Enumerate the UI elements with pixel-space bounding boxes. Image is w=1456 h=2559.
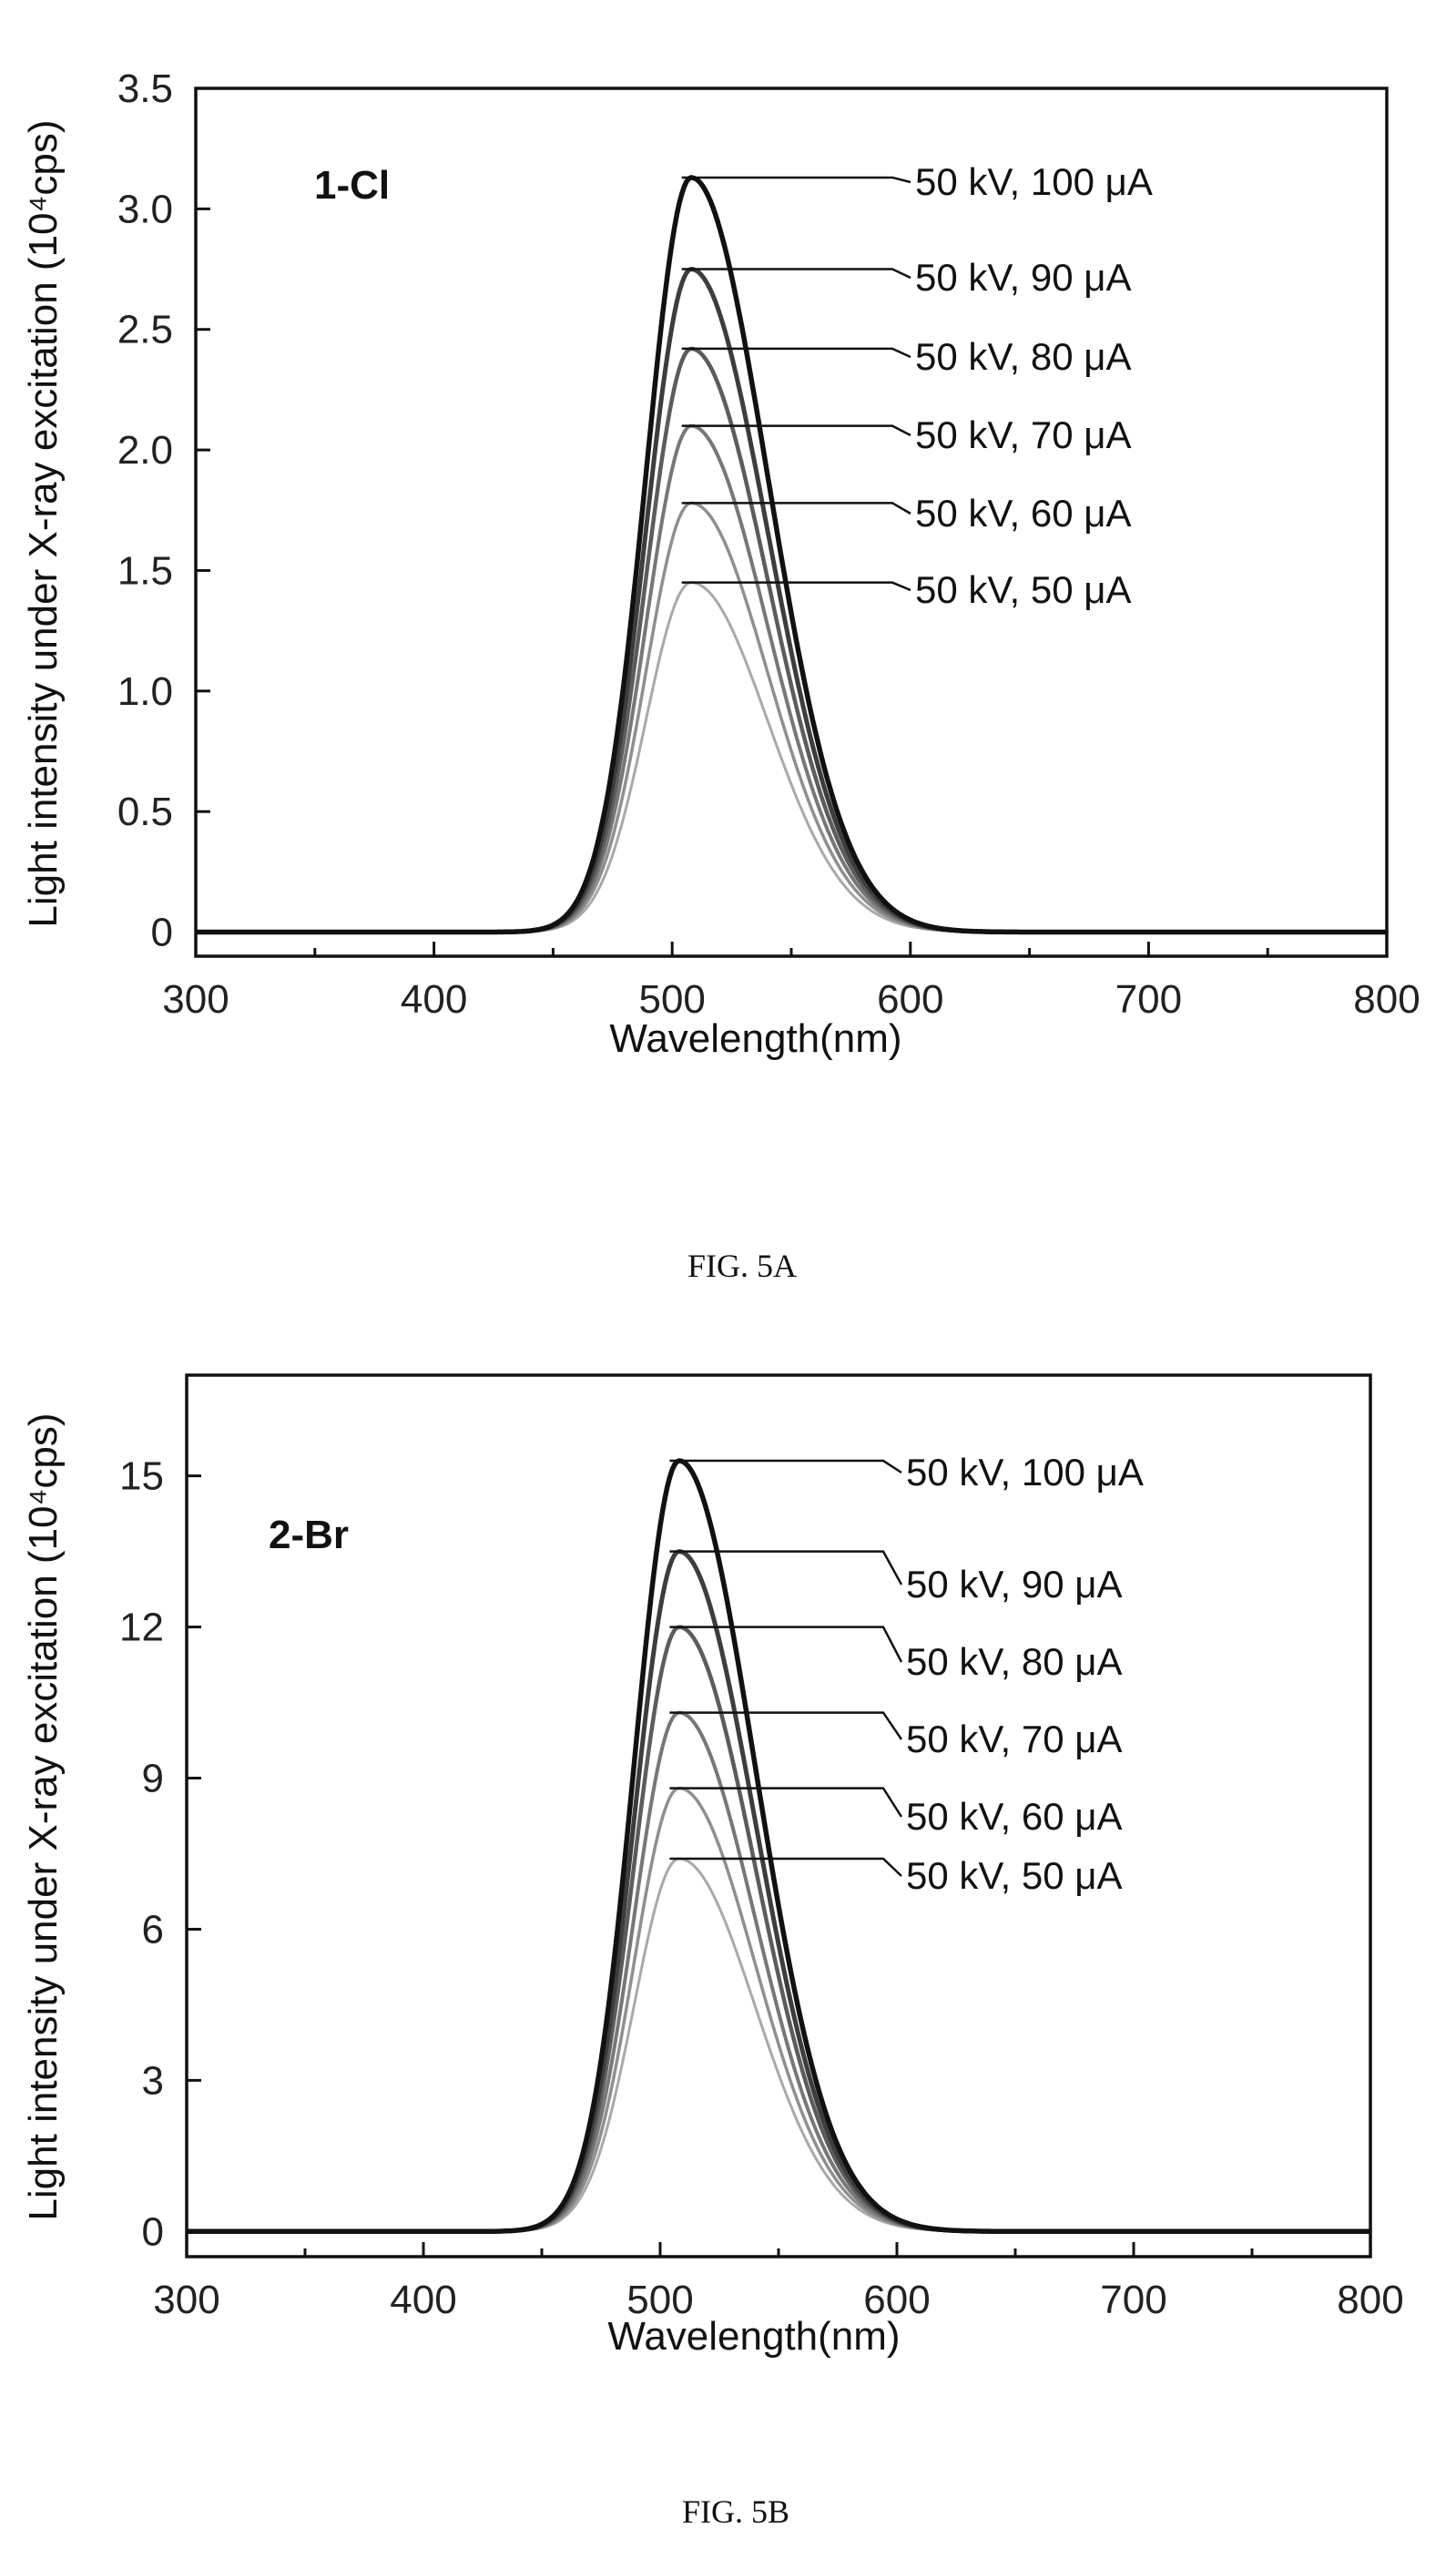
chart-5b-leader-line xyxy=(669,1787,903,1818)
chart-5b-leader-line xyxy=(669,1711,903,1740)
chart-5a-leader-line xyxy=(681,502,911,515)
chart-5a-x-tick-label: 800 xyxy=(1353,977,1420,1022)
chart-5b-x-tick-label: 300 xyxy=(153,2278,219,2322)
chart-5b-x-tick-label: 500 xyxy=(626,2278,693,2322)
chart-5a-x-tick-label: 600 xyxy=(877,977,943,1022)
chart-5a-legend-entry: 50 kV, 80 μA xyxy=(915,335,1131,378)
chart-5b-ticks xyxy=(185,1474,1372,2257)
chart-5b-x-tick-labels: 300 400 500 600 700 800 xyxy=(153,2278,1403,2322)
chart-5b-y-tick-label: 9 xyxy=(142,1757,164,1801)
chart-5b-y-tick-label: 12 xyxy=(119,1606,164,1650)
chart-5a-x-tick-label: 700 xyxy=(1115,977,1182,1022)
chart-5a-y-tick-label: 0 xyxy=(151,911,173,955)
chart-5a-y-tick-label: 1.5 xyxy=(117,548,173,593)
chart-5a-ticks xyxy=(194,87,1389,956)
chart-5a-plot-frame xyxy=(194,87,1389,958)
chart-5b-x-tick-label: 600 xyxy=(863,2278,930,2322)
chart-5b-x-axis-label: Wavelength(nm) xyxy=(607,2314,900,2359)
chart-5b-y-tick-label: 0 xyxy=(142,2209,164,2254)
chart-5b-legend-entry: 50 kV, 60 μA xyxy=(906,1795,1122,1838)
chart-5a-leader-line xyxy=(681,176,911,184)
chart-5a-y-axis-label: Light intensity under X-ray excitation (… xyxy=(21,119,66,927)
figure-5b-caption: FIG. 5B xyxy=(682,2493,789,2530)
chart-5b-leader-line xyxy=(669,1857,902,1877)
chart-5a-series-line xyxy=(196,581,1387,933)
chart-5a-leader-lines xyxy=(681,176,911,592)
chart-5a-y-tick-labels: 0 0.5 1.0 1.5 2.0 2.5 3.0 3.5 xyxy=(117,66,173,955)
chart-5b-legend-entry: 50 kV, 80 μA xyxy=(906,1640,1122,1683)
chart-5b-series-line xyxy=(187,1625,1370,2234)
chart-5a-leader-line xyxy=(681,424,911,437)
chart-5b-series-line xyxy=(186,1458,1371,2235)
chart-5a: 50 kV, 50 μA 50 kV, 60 μA 50 kV, 70 μA 50 k… xyxy=(21,66,1420,1061)
chart-5b-y-tick-labels: 0 3 6 9 12 15 xyxy=(119,1454,164,2255)
chart-5b-y-tick-label: 15 xyxy=(119,1454,164,1499)
chart-5b-legend-entry: 50 kV, 50 μA xyxy=(906,1854,1122,1897)
chart-5b-legend-entry: 50 kV, 90 μA xyxy=(906,1563,1122,1606)
chart-5b-x-tick-label: 700 xyxy=(1100,2278,1166,2322)
chart-5a-series-line xyxy=(195,175,1388,935)
figure-5a-caption: FIG. 5A xyxy=(687,1248,797,1284)
chart-5b-curves xyxy=(186,1458,1371,2235)
chart-5a-x-tick-label: 400 xyxy=(401,977,467,1022)
chart-5b-leader-lines xyxy=(669,1459,903,1877)
chart-5a-y-tick-label: 2.5 xyxy=(117,308,173,352)
chart-5b-leader-line xyxy=(669,1626,903,1663)
chart-5b-leader-line xyxy=(669,1550,903,1585)
chart-5b-leader-line xyxy=(669,1459,902,1474)
chart-5a-y-tick-label: 3.5 xyxy=(117,66,173,111)
chart-5a-y-tick-label: 3.0 xyxy=(117,187,173,231)
chart-5a-legend-entry: 50 kV, 90 μA xyxy=(915,256,1131,299)
chart-5a-x-axis-label: Wavelength(nm) xyxy=(609,1016,901,1061)
chart-5b-legend-entry: 50 kV, 70 μA xyxy=(906,1718,1122,1760)
chart-5b-y-axis-label: Light intensity under X-ray excitation (… xyxy=(21,1412,66,2220)
chart-5b-panel-label: 2-Br xyxy=(269,1513,349,1557)
chart-5a-y-tick-label: 1.0 xyxy=(117,669,173,714)
chart-5a-leader-line xyxy=(681,268,911,280)
chart-5a-y-tick-label: 0.5 xyxy=(117,790,173,834)
chart-5a-series-line xyxy=(196,346,1387,934)
chart-5a-leader-line xyxy=(681,347,911,359)
chart-5a-legend-entry: 50 kV, 60 μA xyxy=(915,492,1131,535)
chart-5a-legend-entry: 50 kV, 100 μA xyxy=(915,160,1153,203)
chart-5b-x-tick-label: 400 xyxy=(390,2278,456,2322)
chart-5a-legend: 50 kV, 50 μA 50 kV, 60 μA 50 kV, 70 μA 50 k… xyxy=(915,160,1153,611)
chart-5b-y-tick-label: 6 xyxy=(142,1907,164,1952)
chart-5b-legend: 50 kV, 50 μA 50 kV, 60 μA 50 kV, 70 μA 50 k… xyxy=(906,1451,1144,1897)
chart-5a-x-tick-labels: 300 400 500 600 700 800 xyxy=(162,977,1420,1022)
chart-5a-legend-entry: 50 kV, 70 μA xyxy=(915,413,1131,456)
chart-5a-leader-line xyxy=(681,581,911,592)
chart-5b-y-tick-label: 3 xyxy=(142,2058,164,2103)
chart-5a-curves xyxy=(195,175,1388,935)
chart-5a-legend-entry: 50 kV, 50 μA xyxy=(915,568,1131,611)
chart-5a-x-tick-label: 500 xyxy=(638,977,705,1022)
chart-5a-panel-label: 1-Cl xyxy=(314,163,390,208)
chart-5a-y-tick-label: 2.0 xyxy=(117,428,173,473)
chart-5b: 50 kV, 50 μA 50 kV, 60 μA 50 kV, 70 μA 50 k… xyxy=(21,1373,1404,2359)
chart-5b-x-tick-label: 800 xyxy=(1337,2278,1403,2322)
chart-5b-legend-entry: 50 kV, 100 μA xyxy=(906,1451,1144,1494)
chart-5a-x-tick-label: 300 xyxy=(162,977,229,1022)
chart-5b-plot-frame xyxy=(185,1373,1372,2258)
